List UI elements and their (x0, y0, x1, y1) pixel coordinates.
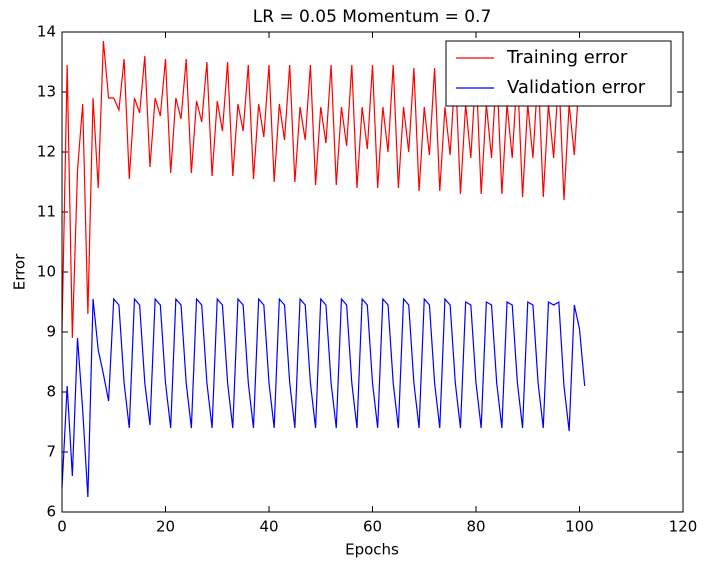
x-tick-label: 120 (669, 518, 698, 536)
y-tick-label: 9 (46, 323, 56, 341)
y-tick-label: 14 (37, 23, 56, 41)
x-tick-label: 100 (565, 518, 594, 536)
y-tick-label: 11 (37, 203, 56, 221)
y-tick-label: 6 (46, 503, 56, 521)
y-tick-label: 7 (46, 443, 56, 461)
x-tick-label: 0 (57, 518, 67, 536)
x-tick-label: 20 (156, 518, 175, 536)
x-tick-label: 60 (363, 518, 382, 536)
legend-label: Training error (506, 47, 628, 68)
x-tick-label: 80 (466, 518, 485, 536)
y-axis-label: Error (11, 253, 29, 290)
y-tick-label: 10 (37, 263, 56, 281)
series-line (61, 297, 586, 498)
chart-title: LR = 0.05 Momentum = 0.7 (253, 7, 492, 27)
x-axis-label: Epochs (345, 541, 399, 559)
legend-label: Validation error (507, 77, 646, 98)
y-tick-label: 13 (37, 83, 56, 101)
y-tick-label: 8 (46, 383, 56, 401)
y-tick-label: 12 (37, 143, 56, 161)
plot-frame (61, 31, 684, 513)
x-tick-label: 40 (259, 518, 278, 536)
legend-box (445, 40, 672, 107)
